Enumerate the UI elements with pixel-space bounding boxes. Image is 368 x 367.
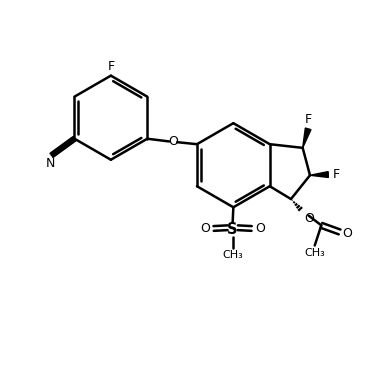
Text: O: O	[255, 222, 265, 235]
Text: N: N	[45, 157, 55, 170]
Text: O: O	[304, 212, 314, 225]
Text: CH₃: CH₃	[304, 248, 325, 258]
Text: O: O	[200, 222, 210, 235]
Text: CH₃: CH₃	[222, 250, 243, 261]
Polygon shape	[310, 172, 328, 178]
Text: F: F	[305, 113, 312, 126]
Text: S: S	[227, 222, 238, 237]
Polygon shape	[302, 128, 311, 148]
Text: O: O	[168, 135, 178, 148]
Text: F: F	[107, 60, 114, 73]
Text: F: F	[333, 168, 340, 181]
Text: O: O	[343, 227, 353, 240]
